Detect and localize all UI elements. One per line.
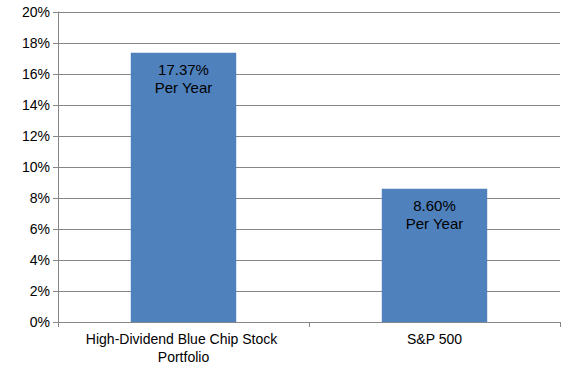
svg-text:4%: 4%: [30, 252, 50, 268]
svg-text:8%: 8%: [30, 190, 50, 206]
svg-text:Per Year: Per Year: [406, 215, 464, 232]
svg-text:6%: 6%: [30, 221, 50, 237]
svg-text:0%: 0%: [30, 314, 50, 330]
svg-text:12%: 12%: [22, 128, 50, 144]
svg-text:17.37%: 17.37%: [158, 61, 209, 78]
svg-text:18%: 18%: [22, 35, 50, 51]
svg-text:16%: 16%: [22, 66, 50, 82]
svg-text:Per Year: Per Year: [155, 79, 213, 96]
svg-text:Portfolio: Portfolio: [158, 349, 210, 365]
svg-text:20%: 20%: [22, 4, 50, 20]
svg-text:S&P 500: S&P 500: [407, 331, 462, 347]
svg-text:14%: 14%: [22, 97, 50, 113]
svg-text:10%: 10%: [22, 159, 50, 175]
svg-text:2%: 2%: [30, 283, 50, 299]
svg-text:8.60%: 8.60%: [413, 197, 456, 214]
svg-text:High-Dividend Blue Chip Stock: High-Dividend Blue Chip Stock: [86, 331, 281, 347]
